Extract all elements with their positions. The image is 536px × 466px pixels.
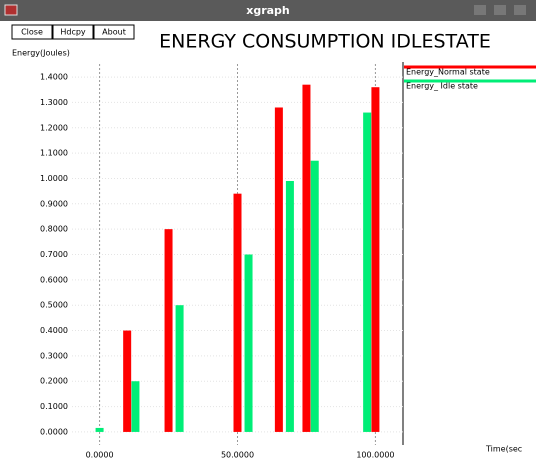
legend-label: Energy_ Idle state bbox=[406, 82, 478, 91]
bar bbox=[363, 112, 372, 432]
bar bbox=[310, 160, 319, 432]
x-axis-label: Time(sec bbox=[485, 445, 522, 454]
x-tick-label: 100.0000 bbox=[356, 451, 394, 460]
y-tick-label: 1.3000 bbox=[40, 98, 68, 107]
bar bbox=[302, 84, 311, 432]
y-tick-label: 0.7000 bbox=[40, 250, 68, 259]
bar bbox=[123, 330, 132, 432]
toolbar-button[interactable] bbox=[11, 24, 53, 40]
legend-label: Energy_Normal state bbox=[406, 68, 490, 77]
y-tick-label: 0.1000 bbox=[40, 402, 68, 411]
toolbar-button-label: About bbox=[102, 28, 126, 37]
bar bbox=[274, 107, 283, 432]
y-tick-label: 0.0000 bbox=[40, 427, 68, 436]
bar bbox=[371, 87, 380, 432]
maximize-button[interactable] bbox=[494, 5, 506, 15]
y-tick-label: 0.8000 bbox=[40, 225, 68, 234]
y-tick-label: 1.2000 bbox=[40, 123, 68, 132]
y-tick-label: 1.4000 bbox=[40, 73, 68, 82]
bar bbox=[131, 381, 140, 432]
toolbar-button[interactable] bbox=[93, 24, 135, 40]
y-tick-label: 0.3000 bbox=[40, 351, 68, 360]
x-tick-label: 50.0000 bbox=[221, 451, 254, 460]
bar bbox=[95, 427, 104, 432]
y-tick-label: 0.5000 bbox=[40, 301, 68, 310]
y-tick-label: 1.1000 bbox=[40, 149, 68, 158]
x-tick-label: 0.0000 bbox=[86, 451, 114, 460]
bar bbox=[244, 254, 253, 432]
bar bbox=[233, 193, 242, 432]
y-tick-label: 0.9000 bbox=[40, 199, 68, 208]
y-tick-label: 0.4000 bbox=[40, 326, 68, 335]
toolbar-button[interactable] bbox=[52, 24, 94, 40]
chart-title: ENERGY CONSUMPTION IDLESTATE bbox=[159, 31, 491, 53]
y-tick-label: 1.0000 bbox=[40, 174, 68, 183]
y-tick-label: 0.2000 bbox=[40, 377, 68, 386]
bar bbox=[175, 305, 184, 432]
toolbar-button-label: Close bbox=[21, 28, 43, 37]
toolbar-button-label: Hdcpy bbox=[60, 28, 86, 37]
title-bar bbox=[0, 0, 536, 21]
y-axis-label: Energy(Joules) bbox=[12, 49, 70, 58]
window-menu-icon[interactable] bbox=[4, 4, 18, 16]
close-window-button[interactable] bbox=[514, 5, 526, 15]
window-title: xgraph bbox=[246, 4, 290, 17]
bar bbox=[285, 180, 294, 432]
y-tick-label: 0.6000 bbox=[40, 275, 68, 284]
minimize-button[interactable] bbox=[474, 5, 486, 15]
bar bbox=[164, 229, 173, 432]
